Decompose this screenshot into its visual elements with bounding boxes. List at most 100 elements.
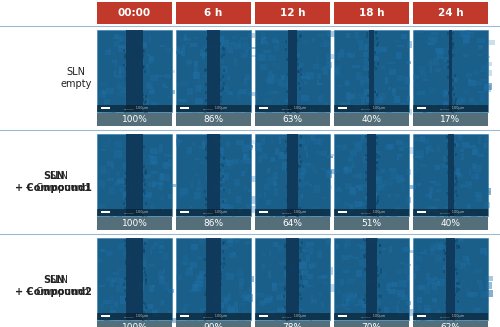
Bar — [370, 142, 372, 145]
Bar — [240, 171, 245, 176]
Bar — [159, 144, 164, 152]
Bar — [178, 315, 184, 317]
Bar — [328, 169, 336, 174]
Bar — [366, 96, 373, 102]
Bar — [455, 284, 461, 288]
Bar — [114, 301, 117, 307]
Bar — [285, 112, 287, 114]
Bar — [224, 298, 228, 304]
Bar — [264, 99, 272, 107]
Bar — [296, 211, 298, 214]
Bar — [376, 269, 378, 272]
Bar — [432, 207, 437, 213]
Bar — [452, 140, 454, 143]
Bar — [450, 206, 452, 209]
Bar — [162, 300, 164, 305]
Bar — [180, 39, 182, 43]
Bar — [441, 164, 448, 168]
Bar — [447, 76, 449, 79]
Bar — [446, 136, 448, 139]
Bar — [398, 290, 404, 297]
Bar — [401, 34, 407, 40]
Bar — [394, 40, 401, 42]
Text: 78%: 78% — [282, 323, 302, 327]
Bar — [390, 178, 394, 186]
Bar — [221, 246, 228, 249]
Bar — [380, 184, 385, 190]
Bar — [295, 142, 297, 145]
Bar — [127, 291, 129, 294]
Bar — [344, 80, 349, 86]
Bar — [473, 165, 480, 172]
Bar — [124, 207, 126, 210]
Bar — [298, 207, 300, 210]
Bar — [286, 73, 290, 77]
Bar — [223, 241, 225, 244]
Bar — [362, 301, 365, 306]
Bar — [432, 284, 437, 290]
Bar — [366, 253, 368, 256]
Bar — [450, 95, 452, 99]
Bar — [264, 184, 268, 190]
Bar — [348, 168, 352, 171]
Bar — [336, 145, 342, 147]
Bar — [324, 210, 330, 215]
Bar — [386, 77, 388, 84]
Bar — [125, 205, 129, 210]
Bar — [436, 165, 440, 170]
Bar — [288, 46, 290, 49]
Bar — [204, 318, 206, 321]
Bar — [458, 109, 462, 112]
Bar — [125, 180, 127, 183]
Bar — [142, 181, 150, 186]
Bar — [307, 264, 312, 266]
Bar — [455, 177, 457, 180]
Bar — [306, 164, 314, 168]
Bar — [182, 45, 185, 49]
Bar — [284, 288, 286, 291]
Bar — [146, 64, 148, 67]
Bar — [142, 301, 144, 304]
Bar — [192, 109, 198, 117]
Bar — [372, 46, 380, 53]
Bar — [446, 192, 448, 196]
Bar — [116, 141, 122, 148]
Bar — [313, 166, 316, 173]
Bar — [286, 167, 288, 173]
Bar — [460, 31, 465, 38]
Bar — [370, 39, 372, 42]
Bar — [204, 45, 208, 51]
Bar — [247, 145, 253, 149]
Bar — [134, 44, 136, 47]
Bar — [218, 202, 220, 205]
Bar — [150, 75, 158, 81]
Bar — [288, 319, 290, 322]
Bar — [343, 270, 349, 273]
Bar — [365, 171, 367, 174]
Text: 12 h: 12 h — [280, 8, 305, 18]
Bar — [420, 252, 425, 254]
Bar — [280, 296, 287, 299]
Bar — [227, 160, 233, 166]
Bar — [294, 283, 296, 288]
Bar — [370, 85, 372, 88]
Bar — [164, 48, 172, 52]
Bar — [104, 317, 108, 325]
Bar — [218, 211, 220, 214]
Bar — [214, 136, 218, 142]
Bar — [218, 64, 220, 67]
Bar — [134, 201, 142, 204]
Bar — [146, 82, 151, 89]
Bar — [454, 109, 456, 112]
Bar — [450, 63, 452, 66]
Bar — [451, 141, 453, 144]
Bar — [340, 279, 344, 285]
Bar — [296, 156, 298, 159]
Text: 100%: 100% — [122, 115, 148, 124]
Bar — [342, 293, 350, 301]
Bar — [146, 159, 154, 165]
Bar — [480, 110, 483, 115]
Bar — [306, 151, 308, 158]
Bar — [220, 100, 222, 103]
Bar — [323, 215, 330, 222]
